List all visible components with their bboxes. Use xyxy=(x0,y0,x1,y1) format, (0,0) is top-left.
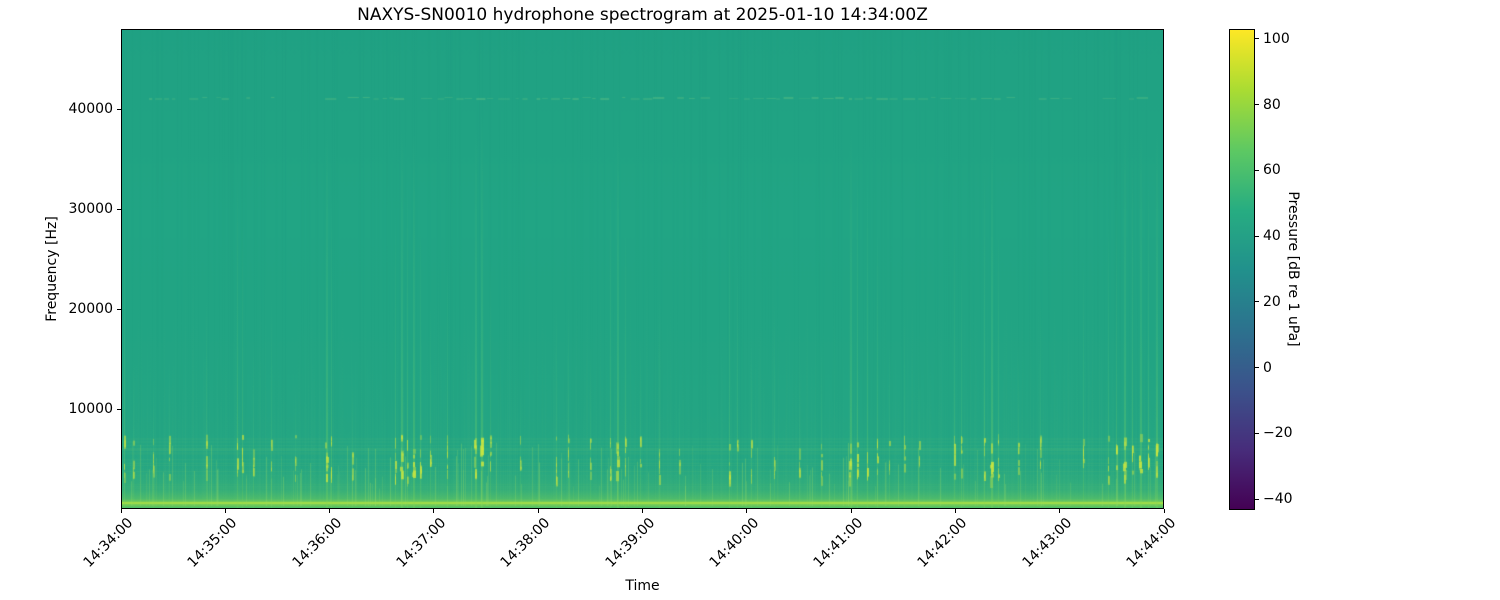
colorbar-tick-mark xyxy=(1255,104,1259,106)
x-tick-label: 14:36:00 xyxy=(289,515,345,571)
y-tick-label: 30000 xyxy=(68,201,113,217)
y-tick-mark xyxy=(117,308,121,310)
y-tick-label: 20000 xyxy=(68,301,113,317)
colorbar-tick-mark xyxy=(1255,301,1259,303)
x-tick-mark xyxy=(433,509,435,513)
colorbar-label: Pressure [dB re 1 uPa] xyxy=(1285,191,1301,347)
x-tick-label: 14:40:00 xyxy=(706,515,763,571)
colorbar-tick-label: 0 xyxy=(1263,359,1272,376)
chart-title: NAXYS-SN0010 hydrophone spectrogram at 2… xyxy=(357,5,928,25)
colorbar-tick-label: 80 xyxy=(1263,96,1281,113)
plot-area xyxy=(121,29,1164,509)
y-tick-mark xyxy=(117,208,121,210)
x-tick-label: 14:39:00 xyxy=(602,515,658,571)
x-tick-mark xyxy=(1059,509,1061,513)
y-tick-label: 40000 xyxy=(68,101,113,117)
colorbar-tick-mark xyxy=(1255,235,1259,237)
x-tick-mark xyxy=(1163,509,1165,513)
x-tick-label: 14:41:00 xyxy=(810,515,867,571)
spectrogram-heatmap xyxy=(122,30,1163,508)
y-tick-mark xyxy=(117,408,121,410)
x-axis-label: Time xyxy=(625,578,660,594)
colorbar-tick-label: 60 xyxy=(1263,162,1281,179)
colorbar-tick-mark xyxy=(1255,169,1259,171)
x-tick-mark xyxy=(329,509,331,513)
colorbar-tick-label: 20 xyxy=(1263,293,1281,310)
colorbar-tick-label: −40 xyxy=(1263,491,1293,508)
x-tick-label: 14:34:00 xyxy=(80,515,137,571)
y-tick-label: 10000 xyxy=(68,401,113,417)
colorbar-tick-label: 100 xyxy=(1263,30,1290,47)
x-tick-mark xyxy=(850,509,852,513)
x-tick-mark xyxy=(537,509,539,513)
x-tick-label: 14:38:00 xyxy=(497,515,554,571)
x-tick-label: 14:37:00 xyxy=(393,515,450,571)
x-tick-mark xyxy=(954,509,956,513)
x-tick-label: 14:42:00 xyxy=(914,515,971,571)
colorbar-tick-mark xyxy=(1255,432,1259,434)
colorbar-tick-mark xyxy=(1255,367,1259,369)
colorbar-tick-mark xyxy=(1255,498,1259,500)
colorbar-tick-mark xyxy=(1255,38,1259,40)
colorbar-tick-label: 40 xyxy=(1263,228,1281,245)
x-tick-label: 14:35:00 xyxy=(184,515,241,571)
x-tick-mark xyxy=(120,509,122,513)
colorbar xyxy=(1229,29,1255,510)
y-tick-mark xyxy=(117,108,121,110)
x-tick-label: 14:43:00 xyxy=(1019,515,1076,571)
x-tick-mark xyxy=(746,509,748,513)
colorbar-tick-label: −20 xyxy=(1263,425,1293,442)
x-tick-mark xyxy=(224,509,226,513)
x-tick-mark xyxy=(642,509,643,513)
x-tick-label: 14:44:00 xyxy=(1123,515,1180,571)
